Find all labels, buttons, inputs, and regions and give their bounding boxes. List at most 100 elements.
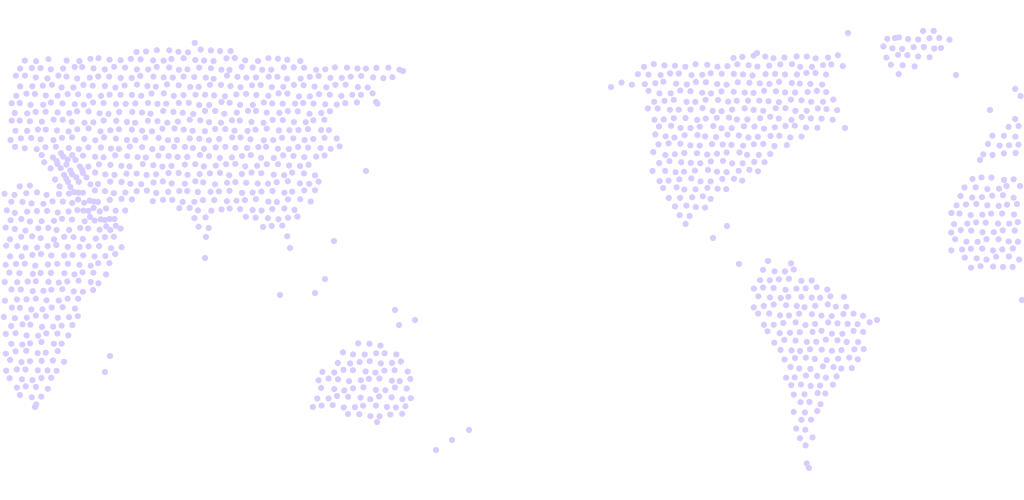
- map-dot-asia: [373, 64, 380, 71]
- map-dot-north-america: [713, 114, 720, 121]
- map-dot-north-america: [819, 81, 826, 88]
- map-dot-asia: [63, 73, 70, 80]
- map-dot-oceania: [383, 403, 390, 411]
- map-dot-asia: [37, 136, 44, 143]
- map-dot-north-america: [699, 193, 706, 200]
- map-dot-europe: [948, 247, 955, 254]
- map-dot-oceania: [340, 366, 347, 373]
- map-dot-north-america: [899, 62, 906, 69]
- map-dot-africa: [65, 190, 73, 197]
- map-dot-europe: [953, 202, 960, 209]
- map-dot-north-america: [719, 157, 727, 165]
- map-dot-europe: [999, 210, 1006, 217]
- map-dot-north-america: [660, 185, 667, 192]
- map-dot-asia: [170, 92, 177, 99]
- map-dot-africa: [43, 330, 50, 337]
- map-dot-north-america: [655, 141, 662, 148]
- map-dot-asia: [252, 214, 259, 221]
- map-dot-asia: [80, 101, 87, 108]
- map-dot-asia: [300, 170, 308, 177]
- map-dot-north-america: [761, 125, 768, 132]
- map-dot-asia: [17, 65, 24, 72]
- map-dot-europe: [967, 245, 975, 252]
- map-dot-asia: [202, 233, 210, 240]
- map-dot-asia: [274, 55, 281, 62]
- map-dot-africa: [53, 367, 60, 374]
- map-dot-north-america: [818, 115, 825, 122]
- map-dot-asia: [92, 153, 99, 160]
- map-dot-africa: [34, 350, 41, 357]
- map-dot-africa: [74, 207, 81, 214]
- map-dot-asia: [276, 291, 284, 299]
- map-dot-asia: [163, 81, 171, 88]
- map-dot-europe: [976, 156, 984, 164]
- map-dot-north-america: [718, 88, 725, 95]
- map-dot-asia: [205, 137, 212, 144]
- map-dot-south-america: [808, 294, 815, 301]
- map-dot-asia: [191, 215, 198, 222]
- map-dot-north-america: [704, 61, 711, 68]
- map-dot-asia: [106, 56, 113, 63]
- map-dot-asia: [284, 214, 292, 221]
- map-dot-north-america: [788, 79, 795, 86]
- map-dot-north-america: [656, 160, 663, 167]
- map-dot-africa: [96, 243, 103, 250]
- map-dot-africa: [26, 218, 34, 225]
- map-dot-europe: [969, 175, 976, 183]
- map-dot-asia: [254, 57, 262, 65]
- map-dot-asia: [274, 161, 282, 168]
- map-dot-asia: [249, 82, 256, 89]
- map-dot-north-america: [754, 168, 762, 175]
- map-dot-south-america: [808, 277, 815, 284]
- map-dot-asia: [139, 127, 146, 134]
- map-dot-asia: [269, 100, 276, 107]
- map-dot-africa: [8, 304, 15, 311]
- map-dot-south-america: [770, 284, 777, 292]
- map-dot-south-america: [755, 293, 762, 300]
- map-dot-africa: [35, 332, 42, 339]
- map-dot-africa: [54, 260, 61, 267]
- map-dot-south-america: [851, 346, 858, 353]
- map-dot-europe: [948, 209, 955, 217]
- map-dot-africa: [26, 182, 33, 189]
- map-dot-asia: [122, 64, 129, 71]
- map-dot-asia: [160, 107, 167, 114]
- map-dot-oceania: [399, 396, 406, 403]
- map-dot-asia: [90, 204, 97, 212]
- map-dot-north-america: [782, 89, 789, 96]
- map-dot-africa: [118, 244, 125, 251]
- map-dot-north-america: [823, 106, 830, 113]
- map-dot-asia: [221, 93, 228, 100]
- map-dot-north-america: [671, 134, 678, 141]
- map-dot-north-america: [714, 185, 721, 192]
- map-dot-asia: [118, 195, 125, 202]
- map-dot-south-america: [750, 304, 757, 311]
- map-dot-asia: [290, 81, 297, 88]
- map-dot-asia: [175, 99, 182, 107]
- map-dot-asia: [39, 82, 46, 89]
- map-dot-africa: [92, 235, 99, 242]
- region-south-america: [750, 257, 881, 472]
- map-dot-asia: [95, 73, 102, 80]
- map-dot-africa: [79, 269, 86, 276]
- map-dot-oceania: [341, 387, 348, 394]
- map-dot-north-america: [733, 97, 740, 104]
- map-dot-south-america: [798, 277, 805, 284]
- map-dot-asia: [147, 110, 154, 117]
- map-dot-africa: [60, 358, 68, 365]
- map-dot-south-america: [860, 346, 867, 353]
- map-dot-africa: [24, 208, 31, 215]
- map-dot-asia: [265, 73, 272, 80]
- map-dot-asia: [221, 110, 228, 117]
- map-dot-asia: [86, 92, 93, 99]
- map-dot-south-america: [830, 364, 837, 371]
- map-dot-asia: [132, 100, 139, 107]
- map-dot-north-america: [776, 78, 783, 85]
- map-dot-north-america: [920, 43, 928, 51]
- map-dot-asia: [207, 188, 214, 195]
- map-dot-oceania: [325, 375, 332, 382]
- map-dot-oceania: [381, 350, 388, 357]
- map-dot-north-america: [766, 62, 773, 69]
- map-dot-north-america: [660, 78, 667, 85]
